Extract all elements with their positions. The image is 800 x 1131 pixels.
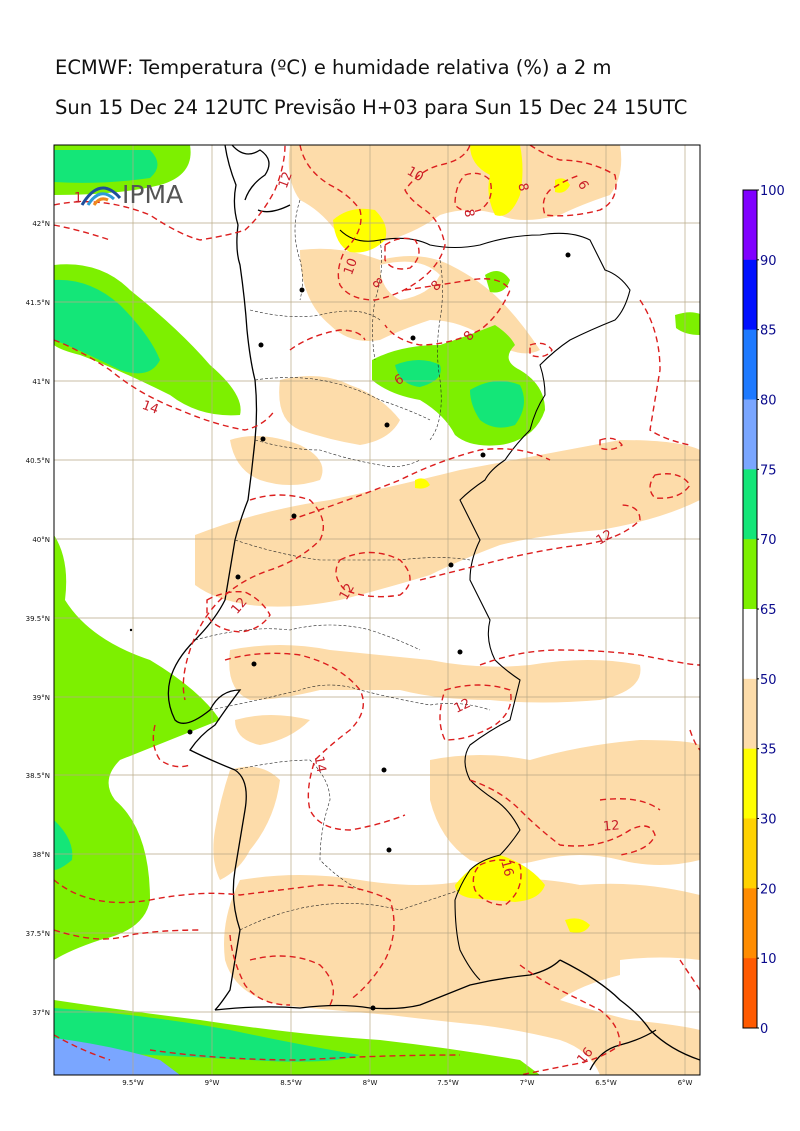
colorbar-segment (743, 609, 757, 680)
colorbar-segment (743, 539, 757, 610)
lon-label: 9°W (205, 1079, 220, 1087)
lon-label: 6°W (678, 1079, 693, 1087)
colorbar-segment (743, 259, 757, 330)
lat-label: 40.5°N (26, 457, 50, 465)
lon-label: 8.5°W (280, 1079, 302, 1087)
colorbar-label: 85 (760, 324, 777, 339)
lon-label: 9.5°W (122, 1079, 144, 1087)
lon-label: 7°W (520, 1079, 535, 1087)
longitude-labels: 9.5°W 9°W 8.5°W 8°W 7.5°W 7°W 6.5°W 6°W (122, 1079, 692, 1087)
colorbar-segment (743, 888, 757, 959)
colorbar-label: 35 (760, 743, 777, 758)
contour-label: 8 (460, 208, 476, 219)
colorbar-segment (743, 469, 757, 540)
lat-label: 38°N (32, 851, 50, 859)
inland-humid-layer (372, 271, 545, 446)
lat-label: 41°N (32, 378, 50, 386)
contour-label: 12 (452, 696, 473, 717)
lat-label: 39.5°N (26, 615, 50, 623)
logo-text: IPMA (122, 180, 183, 209)
district-borders (194, 199, 491, 931)
contour-label: 10 (341, 256, 361, 277)
graticule (54, 145, 700, 1075)
colorbar-label: 65 (760, 603, 777, 618)
colorbar-label: 100 (760, 184, 785, 199)
colorbar-label: 0 (760, 1022, 768, 1037)
dry-fill-layer (195, 145, 700, 1075)
colorbar-label: 30 (760, 813, 777, 828)
colorbar-segment (743, 748, 757, 819)
colorbar-label: 75 (760, 463, 777, 478)
contour-label: 8 (514, 182, 530, 193)
map-subtitle: Sun 15 Dec 24 12UTC Previsão H+03 para S… (55, 96, 688, 119)
city-markers (129, 252, 571, 1011)
lat-label: 37°N (32, 1009, 50, 1017)
latitude-labels: 42°N 41.5°N 41°N 40.5°N 40°N 39.5°N 39°N… (26, 220, 50, 1017)
coastline (167, 145, 700, 1071)
colorbar-label: 20 (760, 882, 777, 897)
colorbar-segment (743, 399, 757, 470)
colorbar-segment (743, 958, 757, 1029)
lat-label: 42°N (32, 220, 50, 228)
lat-label: 39°N (32, 694, 50, 702)
contour-label: 16 (497, 858, 516, 878)
map-frame (53, 144, 701, 1076)
colorbar-segment (743, 678, 757, 749)
colorbar-segment (743, 190, 757, 261)
lon-label: 8°W (363, 1079, 378, 1087)
colorbar-label: 70 (760, 533, 777, 548)
map-title: ECMWF: Temperatura (ºC) e humidade relat… (55, 56, 612, 79)
map-area: 12 10 10 8 8 8 8 6 8 6 14 12 12 12 12 14… (54, 145, 700, 1075)
contour-label: 1 (74, 191, 82, 206)
national-border (339, 229, 631, 981)
colorbar-label: 80 (760, 394, 777, 409)
lat-label: 38.5°N (26, 772, 50, 780)
ipma-logo: IPMA (80, 180, 183, 209)
contour-label: 12 (594, 527, 616, 548)
colorbar-label: 10 (760, 952, 777, 967)
colorbar-segment (743, 329, 757, 400)
colorbar-segment (743, 818, 757, 889)
colorbar-label: 50 (760, 673, 777, 688)
ipma-logo-icon (80, 186, 122, 206)
colorbar-label: 90 (760, 254, 777, 269)
contour-label: 12 (276, 170, 296, 191)
contour-label: 14 (311, 755, 329, 774)
lat-label: 41.5°N (26, 299, 50, 307)
lon-label: 6.5°W (595, 1079, 617, 1087)
contour-label: 10 (404, 164, 426, 185)
temperature-contours (54, 145, 700, 1075)
contour-label: 12 (602, 818, 620, 834)
contour-label: 12 (337, 581, 358, 603)
lon-label: 7.5°W (437, 1079, 459, 1087)
lat-label: 40°N (32, 536, 50, 544)
contour-label: 14 (140, 398, 161, 418)
lat-label: 37.5°N (26, 930, 50, 938)
